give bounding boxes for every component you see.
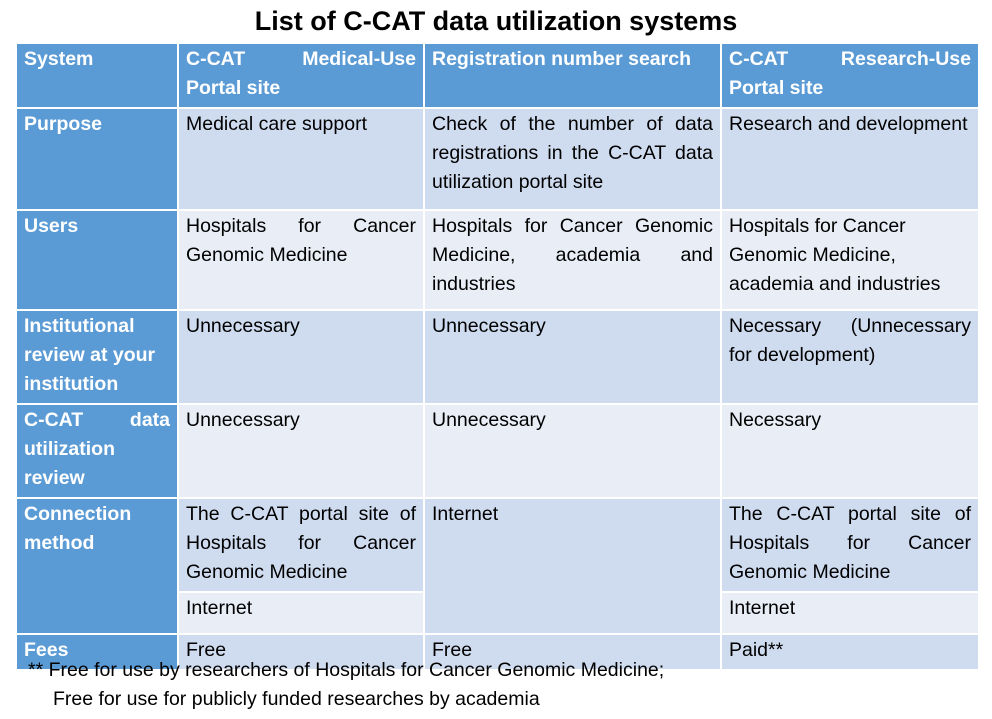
cell: Unnecessary <box>179 311 423 403</box>
row-label: Fees <box>17 635 177 669</box>
cell: Medical care support <box>179 109 423 209</box>
title: List of C-CAT data utilization systems <box>254 6 738 36</box>
cell: Paid** <box>722 635 978 669</box>
cell: Hospitals for Cancer Genomic Medicine <box>179 211 423 309</box>
cell: Free <box>425 635 720 669</box>
cell: Necessary <box>722 405 978 497</box>
footnote-line: ** Free for use by researchers of Hospit… <box>28 659 665 681</box>
systems-table: System C-CAT Medical-Use Portal site Reg… <box>15 42 980 671</box>
cell: Necessary (Unnecessary for development) <box>722 311 978 403</box>
cell: Hospitals for Cancer Genomic Medicine, a… <box>722 211 978 309</box>
cell: Internet <box>179 593 423 633</box>
header-cell: C-CAT Research-Use Portal site <box>722 44 978 107</box>
cell: The C-CAT portal site of Hospitals for C… <box>179 499 423 591</box>
cell: Check of the number of data registration… <box>425 109 720 209</box>
cell: Unnecessary <box>179 405 423 497</box>
cell: Free <box>179 635 423 669</box>
footnote-line: Free for use for publicly funded researc… <box>53 688 540 710</box>
cell: Research and development <box>722 109 978 209</box>
row-label: Users <box>17 211 177 309</box>
row-label: Connection method <box>17 499 177 633</box>
cell: The C-CAT portal site of Hospitals for C… <box>722 499 978 591</box>
cell: Unnecessary <box>425 311 720 403</box>
header-cell: Registration number search <box>425 44 720 107</box>
row-label: C-CAT data utilization review <box>17 405 177 497</box>
row-label: Purpose <box>17 109 177 209</box>
cell: Internet <box>722 593 978 633</box>
cell: Internet <box>425 499 720 633</box>
footnote: ** Free for use by researchers of Hospit… <box>28 656 664 714</box>
cell: Unnecessary <box>425 405 720 497</box>
header-cell: System <box>17 44 177 107</box>
cell: Hospitals for Cancer Genomic Medicine, a… <box>425 211 720 309</box>
row-label: Institutional review at your institution <box>17 311 177 403</box>
header-cell: C-CAT Medical-Use Portal site <box>179 44 423 107</box>
